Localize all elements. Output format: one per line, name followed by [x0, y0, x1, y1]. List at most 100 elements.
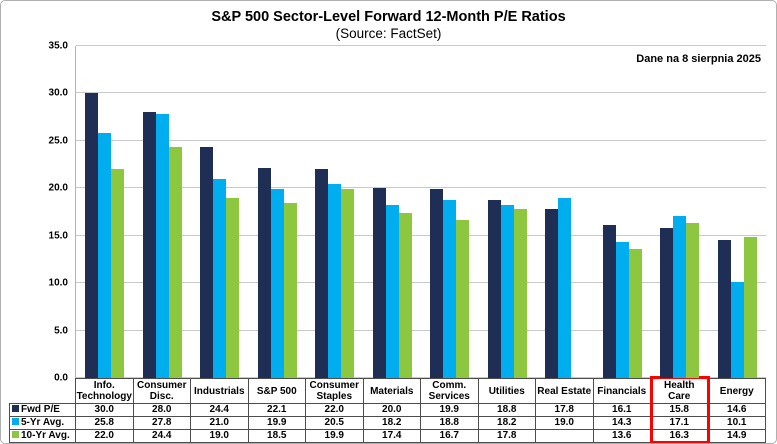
y-axis-label: 5.0	[54, 325, 68, 337]
bar-fwd-p-e-real-estate	[545, 209, 559, 378]
bar-10-yr-avg-s-p-500	[283, 202, 297, 378]
table-row-fwd-p-e: Fwd P/E 30.0 28.0 24.4 22.1 22.0 20.0 19.9 18.8 1…	[9, 403, 766, 417]
gridline	[76, 139, 766, 141]
bar-10-yr-avg-consumer-disc	[168, 146, 182, 378]
table-cell-5-yr-avg-health-care: 17.1	[650, 416, 709, 430]
series-label-fwd-p-e: Fwd P/E	[9, 403, 76, 417]
bar-group-financials	[594, 46, 652, 378]
bar-fwd-p-e-financials	[602, 225, 616, 378]
table-cell-10-yr-avg-comm-services: 16.7	[420, 429, 479, 443]
table-cell-fwd-p-e-consumer-disc: 28.0	[132, 403, 191, 417]
bar-fwd-p-e-comm-services	[430, 189, 444, 378]
gridline	[76, 377, 766, 378]
bar-group-health-care	[651, 46, 709, 378]
table-cell-5-yr-avg-financials: 14.3	[592, 416, 651, 430]
table-header-health-care: Health Care	[650, 378, 709, 404]
table-header-real-estate: Real Estate	[535, 378, 594, 404]
series-label-5-yr-avg: 5-Yr Avg.	[9, 416, 76, 430]
bar-10-yr-avg-comm-services	[456, 219, 470, 378]
bar-fwd-p-e-s-p-500	[257, 168, 271, 378]
table-cell-fwd-p-e-health-care: 15.8	[650, 403, 709, 417]
gridline	[76, 329, 766, 331]
bar-10-yr-avg-consumer-staples	[341, 189, 355, 378]
table-cell-10-yr-avg-health-care: 16.3	[650, 429, 709, 443]
y-axis-label: 30.0	[48, 87, 68, 99]
table-cell-10-yr-avg-materials: 17.4	[362, 429, 421, 443]
table-row-5-yr-avg: 5-Yr Avg. 25.8 27.8 21.0 19.9 20.5 18.2 18.8 18.…	[9, 416, 766, 430]
bar-group-industrials	[191, 46, 249, 378]
bar-10-yr-avg-materials	[398, 212, 412, 378]
bar-group-comm-services	[421, 46, 479, 378]
chart-subtitle: (Source: FactSet)	[335, 26, 442, 41]
legend-marker-fwd-p-e	[12, 405, 19, 413]
table-cell-5-yr-avg-comm-services: 18.8	[420, 416, 479, 430]
table-cell-fwd-p-e-consumer-staples: 22.0	[305, 403, 364, 417]
y-axis-label: 35.0	[48, 40, 68, 52]
series-label-10-yr-avg: 10-Yr Avg.	[9, 429, 76, 443]
table-cell-10-yr-avg-real-estate	[535, 429, 594, 443]
bar-10-yr-avg-industrials	[226, 197, 240, 378]
table-cell-10-yr-avg-financials: 13.6	[592, 429, 651, 443]
y-axis-label: 15.0	[48, 230, 68, 242]
table-header-s-p-500: S&P 500	[247, 378, 306, 404]
table-cell-fwd-p-e-financials: 16.1	[592, 403, 651, 417]
bar-5-yr-avg-s-p-500	[270, 189, 284, 378]
plot-area: Dane na 8 sierpnia 2025	[75, 45, 767, 378]
y-axis-label: 20.0	[48, 182, 68, 194]
bar-fwd-p-e-consumer-staples	[315, 169, 329, 378]
bar-group-consumer-staples	[306, 46, 364, 378]
table-cell-fwd-p-e-energy: 14.6	[707, 403, 766, 417]
bar-10-yr-avg-financials	[628, 249, 642, 378]
table-cell-5-yr-avg-industrials: 21.0	[190, 416, 249, 430]
table-cell-5-yr-avg-utilities: 18.2	[477, 416, 536, 430]
bar-5-yr-avg-consumer-disc	[155, 114, 169, 378]
bar-5-yr-avg-info-technology	[98, 133, 112, 378]
table-head: Info. Technology Consumer Disc. Industrial…	[10, 378, 766, 404]
bar-5-yr-avg-utilities	[500, 205, 514, 378]
table-cell-5-yr-avg-info-technology: 25.8	[75, 416, 134, 430]
y-axis-label: 10.0	[48, 277, 68, 289]
bar-fwd-p-e-info-technology	[85, 93, 99, 378]
table-cell-10-yr-avg-energy: 14.9	[707, 429, 766, 443]
table-cell-5-yr-avg-energy: 10.1	[707, 416, 766, 430]
bar-group-info-technology	[76, 46, 134, 378]
bar-5-yr-avg-real-estate	[558, 197, 572, 378]
bar-group-materials	[364, 46, 422, 378]
chart-title: S&P 500 Sector-Level Forward 12-Month P/…	[211, 9, 566, 25]
bar-5-yr-avg-energy	[730, 282, 744, 378]
table-cell-5-yr-avg-materials: 18.2	[362, 416, 421, 430]
bar-5-yr-avg-health-care	[673, 215, 687, 378]
chart-area: 35.0 30.0 25.0 20.0 15.0 10.0 5.0 0.0 Dane na 8…	[9, 41, 767, 384]
table-cell-10-yr-avg-info-technology: 22.0	[75, 429, 134, 443]
y-axis: 35.0 30.0 25.0 20.0 15.0 10.0 5.0 0.0	[9, 41, 75, 384]
bar-5-yr-avg-materials	[385, 205, 399, 378]
table-header-energy: Energy	[707, 378, 766, 404]
bar-group-s-p-500	[249, 46, 307, 378]
table-header-consumer-disc: Consumer Disc.	[132, 378, 191, 404]
table-cell-fwd-p-e-utilities: 18.8	[477, 403, 536, 417]
bar-group-consumer-disc	[134, 46, 192, 378]
bar-5-yr-avg-financials	[615, 242, 629, 378]
table-header-industrials: Industrials	[190, 378, 249, 404]
table-cell-10-yr-avg-consumer-staples: 19.9	[305, 429, 364, 443]
table-cell-5-yr-avg-consumer-disc: 27.8	[132, 416, 191, 430]
bar-group-energy	[709, 46, 767, 378]
date-annotation: Dane na 8 sierpnia 2025	[636, 53, 761, 65]
table-body: Fwd P/E 30.0 28.0 24.4 22.1 22.0 20.0 19.9 18.8 1…	[9, 403, 766, 443]
bar-fwd-p-e-materials	[372, 188, 386, 378]
data-table: Info. Technology Consumer Disc. Industrial…	[9, 378, 766, 443]
bar-fwd-p-e-industrials	[200, 146, 214, 378]
table-header-utilities: Utilities	[477, 378, 536, 404]
table-header-materials: Materials	[362, 378, 421, 404]
bar-10-yr-avg-utilities	[513, 209, 527, 378]
gridline	[76, 187, 766, 189]
bar-fwd-p-e-consumer-disc	[142, 112, 156, 378]
table-cell-5-yr-avg-consumer-staples: 20.5	[305, 416, 364, 430]
bar-5-yr-avg-industrials	[213, 178, 227, 378]
table-cell-5-yr-avg-real-estate: 19.0	[535, 416, 594, 430]
data-table-wrap: Info. Technology Consumer Disc. Industrial…	[9, 376, 766, 443]
bar-5-yr-avg-comm-services	[443, 199, 457, 378]
table-cell-fwd-p-e-industrials: 24.4	[190, 403, 249, 417]
table-cell-10-yr-avg-consumer-disc: 24.4	[132, 429, 191, 443]
